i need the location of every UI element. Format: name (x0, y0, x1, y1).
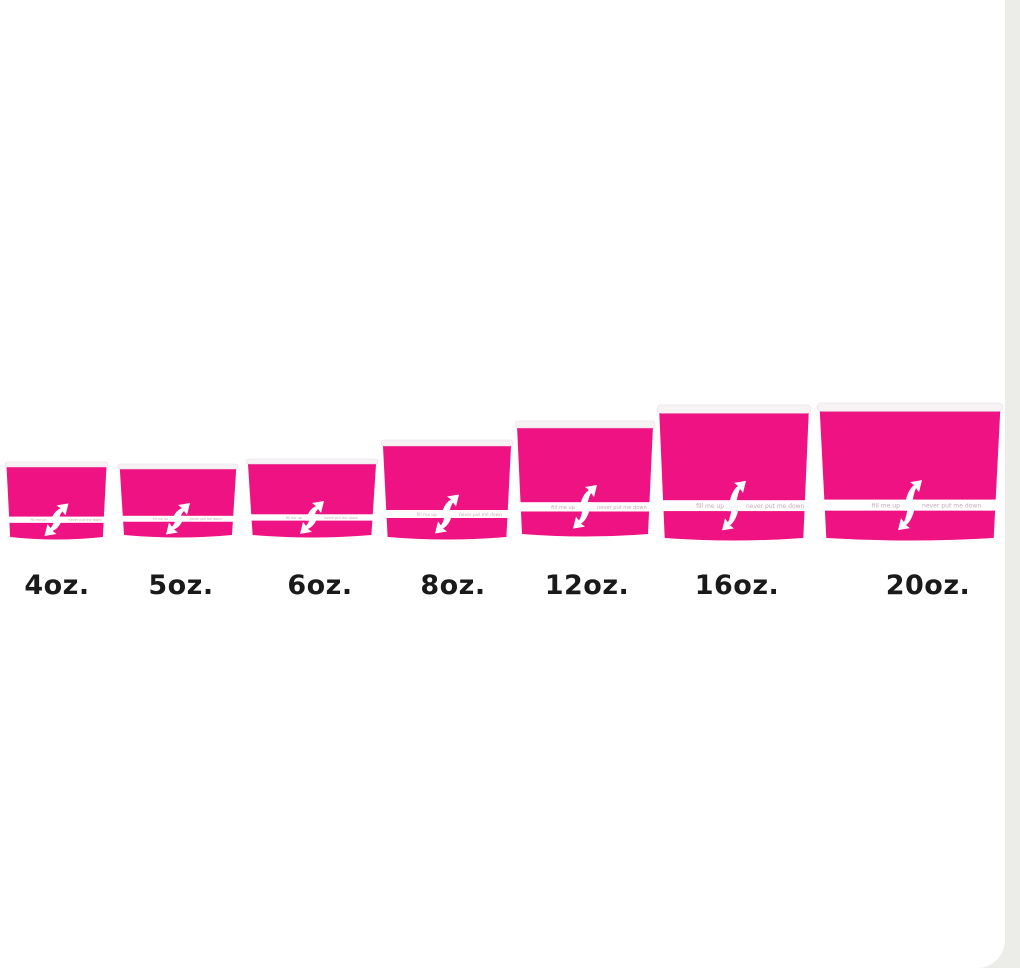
cup-rim (514, 420, 656, 429)
band-text-left: fill me up (416, 512, 437, 518)
size-label: 16oz. (694, 570, 780, 601)
paper-cup: fill me up never put me down (245, 458, 379, 538)
size-label: 20oz. (885, 570, 971, 601)
arrow-down-icon (44, 516, 63, 537)
paper-cup: fill me up never put me down (4, 461, 109, 540)
band-text-right: never put me down (459, 512, 502, 518)
band-text-left: fill me up (872, 503, 901, 510)
band-text-right: never put me down (324, 516, 358, 520)
cup-rim (245, 458, 379, 465)
band-text-left: fill me up (551, 505, 575, 511)
arrow-down-icon (722, 500, 740, 531)
size-label: 4oz. (24, 570, 90, 601)
paper-cup: fill me up never put me down (816, 402, 1004, 541)
arrow-down-icon (300, 514, 318, 534)
paper-cup: fill me up never put me down (514, 420, 656, 537)
cup-rim (816, 402, 1004, 412)
size-label: 12oz. (544, 570, 630, 601)
size-label: 5oz. (148, 570, 214, 601)
paper-cup: fill me up never put me down (656, 404, 812, 541)
band-text-right: never put me down (597, 505, 647, 511)
arrow-down-icon (573, 502, 591, 529)
cup-rim (380, 439, 514, 447)
band-text-left: fill me up (153, 517, 168, 521)
paper-cup: fill me up never put me down (380, 439, 514, 540)
paper-cup: fill me up never put me down (117, 463, 239, 538)
arrow-down-icon (435, 510, 453, 534)
cup-body (119, 469, 237, 538)
cup-body (382, 446, 512, 540)
cup-body (819, 411, 1001, 541)
size-label: 6oz. (287, 570, 353, 601)
cup-rim (117, 463, 239, 470)
cup-body (517, 427, 653, 537)
band-text-right: never put me down (922, 503, 981, 510)
cup-rim (4, 461, 109, 468)
band-text-right: never put me down (746, 503, 805, 510)
cup-body (6, 467, 107, 540)
band-text-right: never put me down (69, 518, 102, 522)
cup-body (659, 413, 809, 541)
band-text-left: fill me up (30, 518, 46, 522)
band-text-left: fill me up (696, 503, 724, 510)
arrow-down-icon (898, 499, 916, 531)
cup-body (247, 464, 377, 538)
arrow-down-icon (166, 515, 184, 535)
band-text-left: fill me up (286, 516, 303, 520)
band-text-right: never put me down (190, 517, 222, 521)
size-label: 8oz. (420, 570, 486, 601)
cup-rim (656, 404, 812, 414)
